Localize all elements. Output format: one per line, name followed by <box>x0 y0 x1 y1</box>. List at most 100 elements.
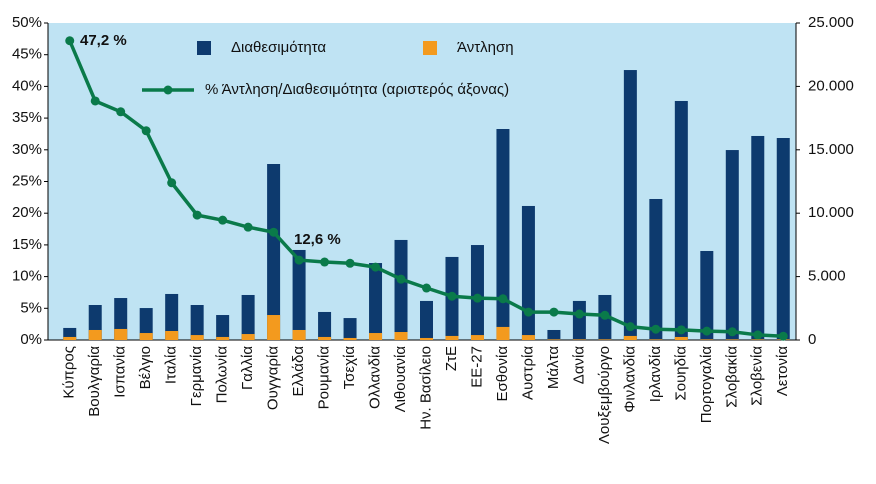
line-marker <box>192 210 202 220</box>
bar <box>318 311 332 340</box>
annotation: 47,2 % <box>80 32 127 49</box>
bar <box>598 339 612 340</box>
line-marker <box>320 257 330 267</box>
line-marker <box>396 274 406 284</box>
bar <box>725 339 739 340</box>
bar <box>267 315 281 340</box>
bar <box>547 329 561 340</box>
line-marker <box>778 331 788 341</box>
bar <box>521 205 535 340</box>
bar <box>292 249 306 340</box>
x-tick-label: ΖτΕ <box>443 346 460 371</box>
x-tick-label: Ιταλία <box>163 346 180 384</box>
line-marker <box>702 326 712 336</box>
bar <box>547 339 561 340</box>
bar <box>318 336 332 340</box>
x-tick-label: Εσθονία <box>494 346 511 402</box>
bar <box>369 263 383 340</box>
legend-swatch <box>423 41 437 55</box>
y-tick-label: 10% <box>12 268 42 285</box>
bar <box>649 339 663 340</box>
bar <box>343 318 357 340</box>
bar <box>521 335 535 340</box>
y-tick-label: 50% <box>12 14 42 31</box>
bar <box>216 315 230 340</box>
bar <box>241 294 255 340</box>
x-tick-label: Γερμανία <box>188 346 205 407</box>
bar <box>292 329 306 340</box>
line-marker <box>422 283 431 293</box>
bar <box>190 335 204 340</box>
line-marker <box>523 307 533 317</box>
bar <box>445 335 459 340</box>
y-tick-label: 20% <box>12 204 42 221</box>
bar <box>751 135 765 340</box>
y2-tick-label: 20.000 <box>808 77 854 94</box>
line-marker <box>600 310 610 320</box>
line-marker <box>574 309 584 319</box>
bar <box>496 326 510 340</box>
bar <box>623 335 637 340</box>
x-tick-label: Τσεχία <box>341 346 358 390</box>
y2-tick-label: 10.000 <box>808 204 854 221</box>
legend-label: % Άντληση/Διαθεσιμότητα (αριστερός άξονα… <box>205 81 509 98</box>
x-tick-label: Ελλάδα <box>290 346 307 397</box>
x-tick-label: Βουλγαρία <box>86 346 103 417</box>
legend-swatch <box>197 41 211 55</box>
y-tick-label: 15% <box>12 236 42 253</box>
x-tick-label: Ην. Βασίλειο <box>417 346 434 430</box>
y2-tick-label: 0 <box>808 331 816 348</box>
bar <box>343 337 357 340</box>
bar <box>776 138 790 340</box>
y-tick-label: 5% <box>20 299 42 316</box>
line-marker <box>371 262 381 272</box>
bar <box>649 198 663 340</box>
x-tick-label: Πολωνία <box>214 346 231 404</box>
legend-label: Διαθεσιμότητα <box>231 39 326 56</box>
line-marker <box>243 222 253 232</box>
x-tick-label: Βέλγιο <box>137 346 154 389</box>
bar <box>725 150 739 340</box>
bar <box>63 336 77 340</box>
legend-marker <box>163 85 173 95</box>
line-marker <box>472 293 482 303</box>
legend-label: Άντληση <box>457 39 514 56</box>
x-tick-label: Δανία <box>570 346 587 385</box>
bar <box>165 330 179 340</box>
x-tick-label: Ρουμανία <box>316 346 333 410</box>
line-marker <box>676 325 686 335</box>
x-tick-label: Φινλανδία <box>621 346 638 413</box>
bar <box>139 308 153 340</box>
y2-tick-label: 25.000 <box>808 14 854 31</box>
line-marker <box>753 330 763 340</box>
annotation: 12,6 % <box>294 231 341 248</box>
bar <box>700 250 714 340</box>
x-tick-label: Ολλανδία <box>367 346 384 409</box>
x-tick-label: Σλοβενία <box>749 346 766 406</box>
line-marker <box>625 322 635 332</box>
bar <box>216 336 230 340</box>
bar <box>139 333 153 340</box>
y-tick-label: 25% <box>12 172 42 189</box>
y2-tick-label: 15.000 <box>808 141 854 158</box>
bar <box>470 335 484 340</box>
y-tick-label: 45% <box>12 46 42 63</box>
y2-tick-label: 5.000 <box>808 268 846 285</box>
x-tick-label: ΕΕ-27 <box>468 346 485 388</box>
bar <box>420 337 433 340</box>
x-tick-label: Ιρλανδία <box>647 346 664 403</box>
x-tick-label: Ουγγαρία <box>265 346 282 410</box>
bar <box>394 332 408 340</box>
x-tick-label: Λιθουανία <box>392 346 409 413</box>
x-tick-label: Μάλτα <box>545 346 562 389</box>
y-tick-label: 40% <box>12 77 42 94</box>
line-marker <box>345 258 355 268</box>
y-tick-label: 0% <box>20 331 42 348</box>
bar <box>241 334 255 340</box>
bar <box>496 129 510 340</box>
line-marker <box>167 178 177 188</box>
x-tick-label: Σουηδία <box>672 346 689 401</box>
line-marker <box>65 36 75 46</box>
line-marker <box>141 126 151 136</box>
x-tick-label: Σλοβακία <box>723 346 740 408</box>
